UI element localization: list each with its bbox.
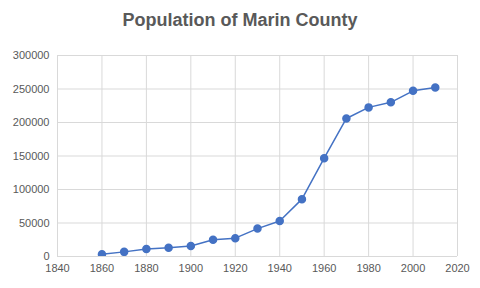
svg-text:300000: 300000	[13, 49, 50, 61]
svg-text:0: 0	[43, 250, 49, 262]
svg-text:50000: 50000	[19, 217, 50, 229]
svg-text:1940: 1940	[267, 262, 291, 274]
svg-text:200000: 200000	[13, 116, 50, 128]
svg-text:100000: 100000	[13, 183, 50, 195]
svg-text:1960: 1960	[312, 262, 336, 274]
svg-text:1900: 1900	[179, 262, 203, 274]
svg-text:2000: 2000	[401, 262, 425, 274]
svg-text:1980: 1980	[356, 262, 380, 274]
svg-text:2020: 2020	[445, 262, 469, 274]
html-text:Population of Marin County: Population of Marin County	[122, 10, 358, 30]
svg-text:150000: 150000	[13, 150, 50, 162]
svg-text:250000: 250000	[13, 83, 50, 95]
svg-text:1860: 1860	[90, 262, 114, 274]
svg-text:1880: 1880	[134, 262, 158, 274]
svg-text:1840: 1840	[45, 262, 69, 274]
svg-text:1920: 1920	[223, 262, 247, 274]
